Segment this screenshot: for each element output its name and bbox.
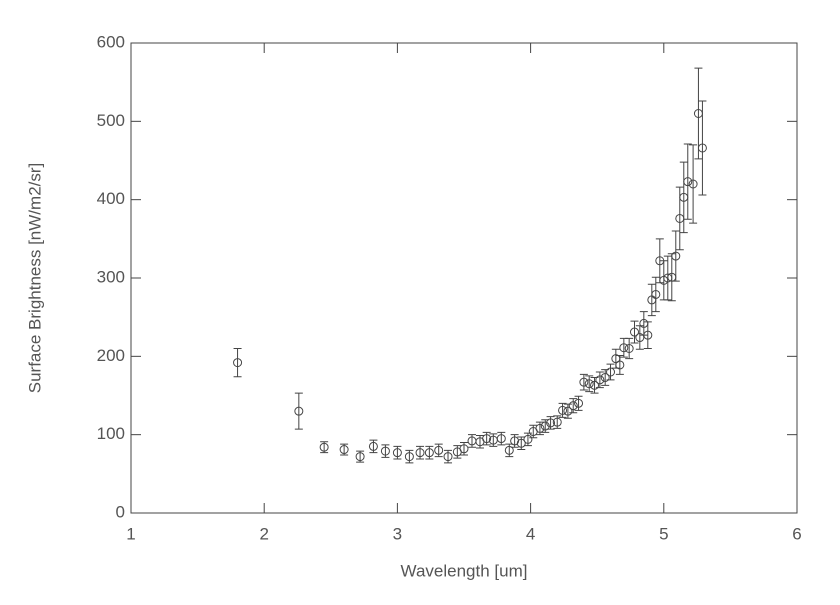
data-point <box>619 343 629 353</box>
y-tick-label: 500 <box>97 111 125 130</box>
data-point <box>579 377 589 387</box>
data-point <box>558 405 568 415</box>
data-point <box>683 177 693 187</box>
y-tick-label: 600 <box>97 32 125 51</box>
data-point <box>424 448 434 458</box>
data-point <box>629 327 639 337</box>
data-point <box>504 445 514 455</box>
error-bar <box>233 348 242 378</box>
y-axis-label: Surface Brightness [nW/m2/sr] <box>25 163 44 394</box>
error-bar <box>590 376 599 394</box>
error-bar <box>698 100 707 196</box>
data-point <box>643 330 653 340</box>
data-point <box>434 445 444 455</box>
error-bar <box>667 253 676 302</box>
data-point <box>415 448 425 458</box>
data-point <box>496 434 506 444</box>
data-point <box>535 423 545 433</box>
y-tick-label: 200 <box>97 346 125 365</box>
data-point <box>443 452 453 462</box>
data-point <box>355 452 365 462</box>
data-point <box>600 372 610 382</box>
error-bar <box>694 67 703 160</box>
error-bar <box>595 371 604 389</box>
data-point <box>590 380 600 390</box>
data-point <box>606 367 616 377</box>
error-bar <box>647 283 656 317</box>
data-point <box>552 417 562 427</box>
data-point <box>624 344 634 353</box>
error-bar <box>679 161 688 234</box>
error-bar <box>558 402 567 418</box>
x-tick-label: 6 <box>792 524 801 543</box>
data-point <box>294 406 304 416</box>
error-bar <box>574 395 583 411</box>
data-point <box>584 379 594 389</box>
x-axis-label: Wavelength [um] <box>401 561 528 580</box>
error-bar <box>563 403 572 419</box>
error-bar <box>683 143 692 220</box>
error-bar <box>606 363 615 381</box>
data-point <box>635 333 645 343</box>
error-bar <box>635 325 644 350</box>
error-bar <box>585 375 594 393</box>
data-point <box>523 434 533 444</box>
error-bar <box>643 321 652 349</box>
error-bar <box>630 320 639 344</box>
x-tick-label: 3 <box>393 524 402 543</box>
data-point <box>651 289 661 299</box>
data-point <box>546 418 556 428</box>
data-point <box>615 360 625 370</box>
error-bar <box>615 355 624 375</box>
data-point <box>568 401 578 411</box>
data-point <box>459 444 469 454</box>
error-bar <box>671 230 680 282</box>
data-point <box>510 436 520 446</box>
data-point <box>233 358 243 368</box>
data-point <box>516 438 526 448</box>
x-tick-label: 5 <box>659 524 668 543</box>
error-bar <box>619 337 628 358</box>
data-point <box>688 179 698 189</box>
data-point <box>404 452 414 462</box>
y-tick-label: 0 <box>116 502 125 521</box>
x-tick-label: 4 <box>526 524 535 543</box>
error-bar <box>579 373 588 391</box>
error-bar <box>294 392 303 430</box>
data-point <box>697 143 707 153</box>
data-point <box>339 445 349 455</box>
x-tick-label: 2 <box>259 524 268 543</box>
error-bar <box>569 398 578 414</box>
error-bar <box>689 144 698 224</box>
error-bar <box>659 260 668 301</box>
data-point <box>595 375 605 385</box>
data-point <box>482 434 492 444</box>
y-tick-label: 300 <box>97 267 125 286</box>
x-tick-label: 1 <box>126 524 135 543</box>
data-point <box>671 251 681 261</box>
data-point <box>368 441 378 451</box>
data-point <box>392 448 402 458</box>
data-point <box>574 398 584 408</box>
data-point <box>380 446 390 456</box>
error-bar <box>625 337 634 360</box>
y-tick-label: 400 <box>97 189 125 208</box>
data-point <box>540 421 550 431</box>
data-point <box>319 442 329 452</box>
y-tick-label: 100 <box>97 424 125 443</box>
data-point <box>563 406 573 416</box>
error-bar <box>601 369 610 386</box>
